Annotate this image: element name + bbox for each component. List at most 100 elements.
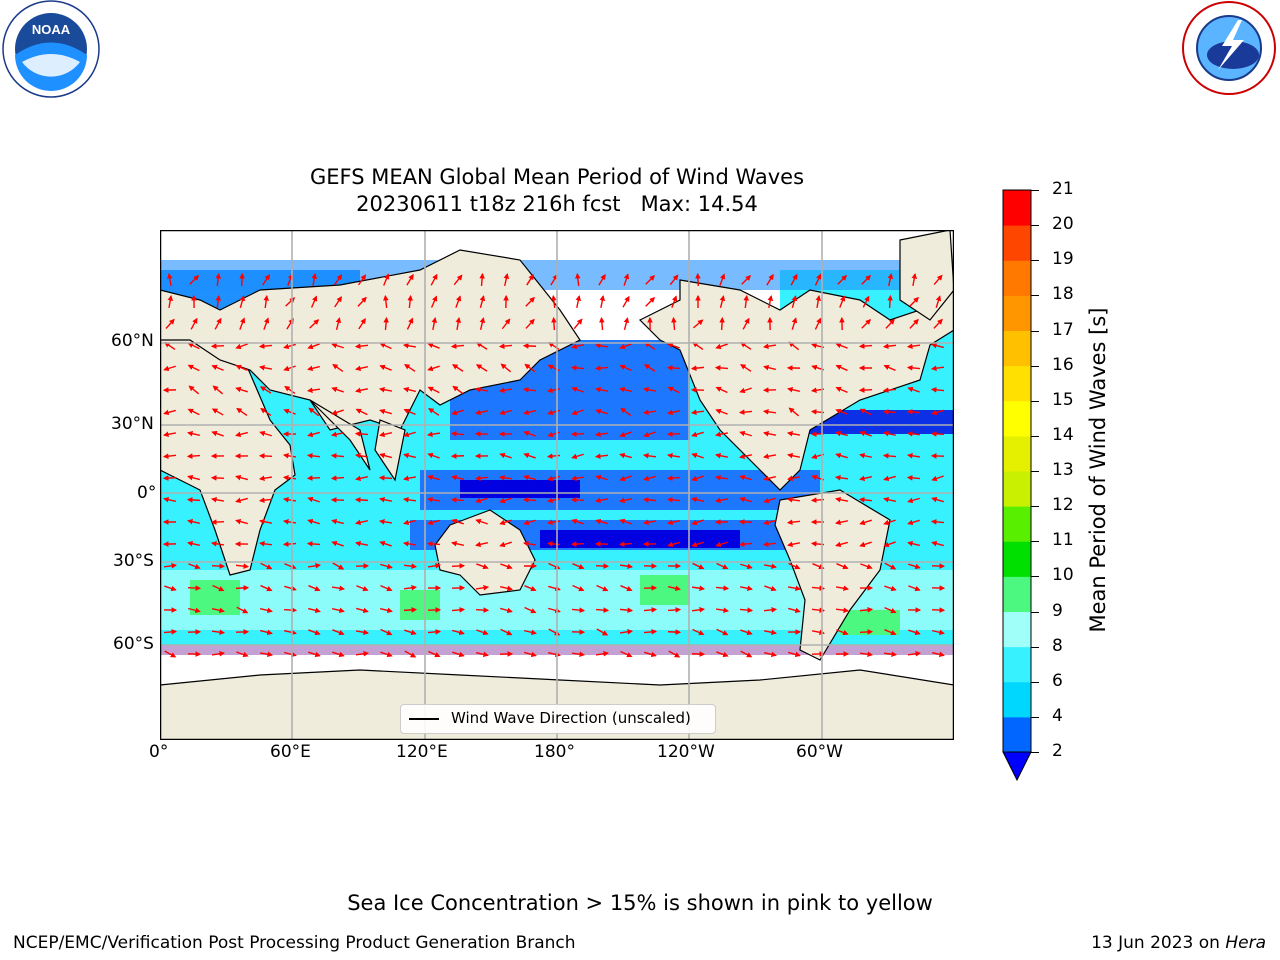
wave-direction-arrow [499,497,512,504]
wave-direction-arrow [788,562,801,570]
wave-direction-arrow [259,430,272,437]
wave-direction-arrow [308,607,321,614]
wave-direction-arrow [739,496,752,503]
wave-direction-arrow [671,316,677,331]
wave-direction-arrow [403,563,418,569]
wave-direction-arrow [163,496,177,503]
wave-direction-arrow [546,453,561,459]
wave-direction-arrow [501,318,511,330]
wave-direction-arrow [642,409,657,415]
wave-direction-arrow [235,585,250,591]
wave-direction-arrow [690,409,705,415]
wave-direction-arrow [522,387,537,393]
wave-direction-arrow [524,606,537,614]
wave-direction-arrow [330,453,345,459]
wave-direction-arrow [788,651,801,658]
wave-direction-arrow [282,518,297,525]
wave-direction-arrow [307,496,320,503]
wave-direction-arrow [525,296,535,307]
wave-direction-arrow [307,562,322,569]
wave-direction-arrow [165,318,175,329]
wave-direction-arrow [380,584,393,592]
wave-direction-arrow [379,607,393,614]
colorbar-tick-mark [1031,225,1039,227]
wave-direction-arrow [163,431,177,438]
colorbar-tick-mark [1031,330,1039,332]
wave-direction-arrow [546,541,561,547]
footer-date-text: 13 Jun 2023 on [1091,933,1226,953]
colorbar-tick-label: 18 [1052,284,1074,305]
wave-direction-arrow [861,318,872,329]
wave-direction-arrow [643,607,658,613]
wave-direction-arrow [354,452,369,459]
wave-direction-arrow [258,497,273,503]
wave-direction-arrow [695,272,701,287]
wave-direction-arrow [355,475,369,482]
wave-direction-arrow [787,475,801,482]
wave-direction-arrow [235,364,248,371]
wave-direction-arrow [260,407,272,416]
wave-direction-arrow [691,607,706,613]
wave-direction-arrow [524,363,536,373]
wave-direction-arrow [767,295,774,309]
wave-direction-arrow [355,365,369,372]
wave-direction-arrow [402,541,417,547]
colorbar-tick-label: 6 [1052,670,1063,691]
wave-direction-arrow [451,563,466,569]
wave-direction-arrow [235,343,248,350]
wave-direction-arrow [835,386,848,394]
wave-direction-arrow [235,431,248,438]
wave-direction-arrow [526,273,534,286]
wave-direction-arrow [479,272,485,287]
wave-direction-arrow [331,518,344,525]
wave-direction-arrow [235,497,248,504]
wave-direction-arrow [862,295,870,308]
lat-label-60s: 60°S [113,634,154,654]
wave-direction-arrow [645,297,656,307]
wave-direction-arrow [214,317,222,330]
wave-direction-arrow [837,274,848,285]
wave-direction-arrow [452,651,465,658]
wave-direction-arrow [407,294,413,309]
wave-direction-arrow [455,295,462,308]
wave-direction-arrow [763,519,776,526]
colorbar-tick-label: 16 [1052,354,1074,375]
wave-direction-arrow [571,343,585,350]
wave-direction-arrow [573,318,583,330]
wave-direction-arrow [331,540,344,547]
colorbar-tick-mark [1031,752,1039,753]
wave-direction-arrow [284,651,297,658]
wave-direction-arrow [499,585,513,592]
wave-direction-arrow [187,408,200,416]
wave-direction-arrow [403,452,416,459]
wave-direction-arrow [763,364,776,371]
wave-direction-arrow [668,650,681,658]
wave-direction-arrow [211,629,226,635]
wave-direction-arrow [357,274,367,286]
wave-direction-arrow [210,496,225,503]
wave-direction-arrow [692,562,705,570]
wave-direction-arrow [452,385,464,395]
wave-direction-arrow [522,343,537,349]
wave-direction-arrow [763,430,777,437]
wave-direction-arrow [667,342,680,349]
wave-direction-arrow [859,629,874,635]
wave-direction-arrow [380,628,393,636]
colorbar-segment [1003,295,1031,331]
footer-host: Hera [1225,933,1266,953]
chart-subtitle: 20230611 t18z 216h fcst Max: 14.54 [356,192,758,216]
wave-direction-arrow [762,453,777,460]
wave-direction-arrow [883,496,897,503]
wave-direction-arrow [839,295,846,308]
wave-direction-arrow [212,584,225,592]
wave-direction-arrow [594,431,609,437]
wave-direction-arrow [404,364,416,372]
wave-direction-arrow [620,407,632,417]
wave-direction-arrow [427,386,440,394]
wave-direction-arrow [667,519,681,526]
wave-direction-arrow [431,317,438,331]
wave-direction-arrow [594,365,609,371]
wave-direction-arrow [379,364,392,371]
lon-label-120w: 120°W [657,742,715,762]
wave-direction-arrow [887,294,893,309]
